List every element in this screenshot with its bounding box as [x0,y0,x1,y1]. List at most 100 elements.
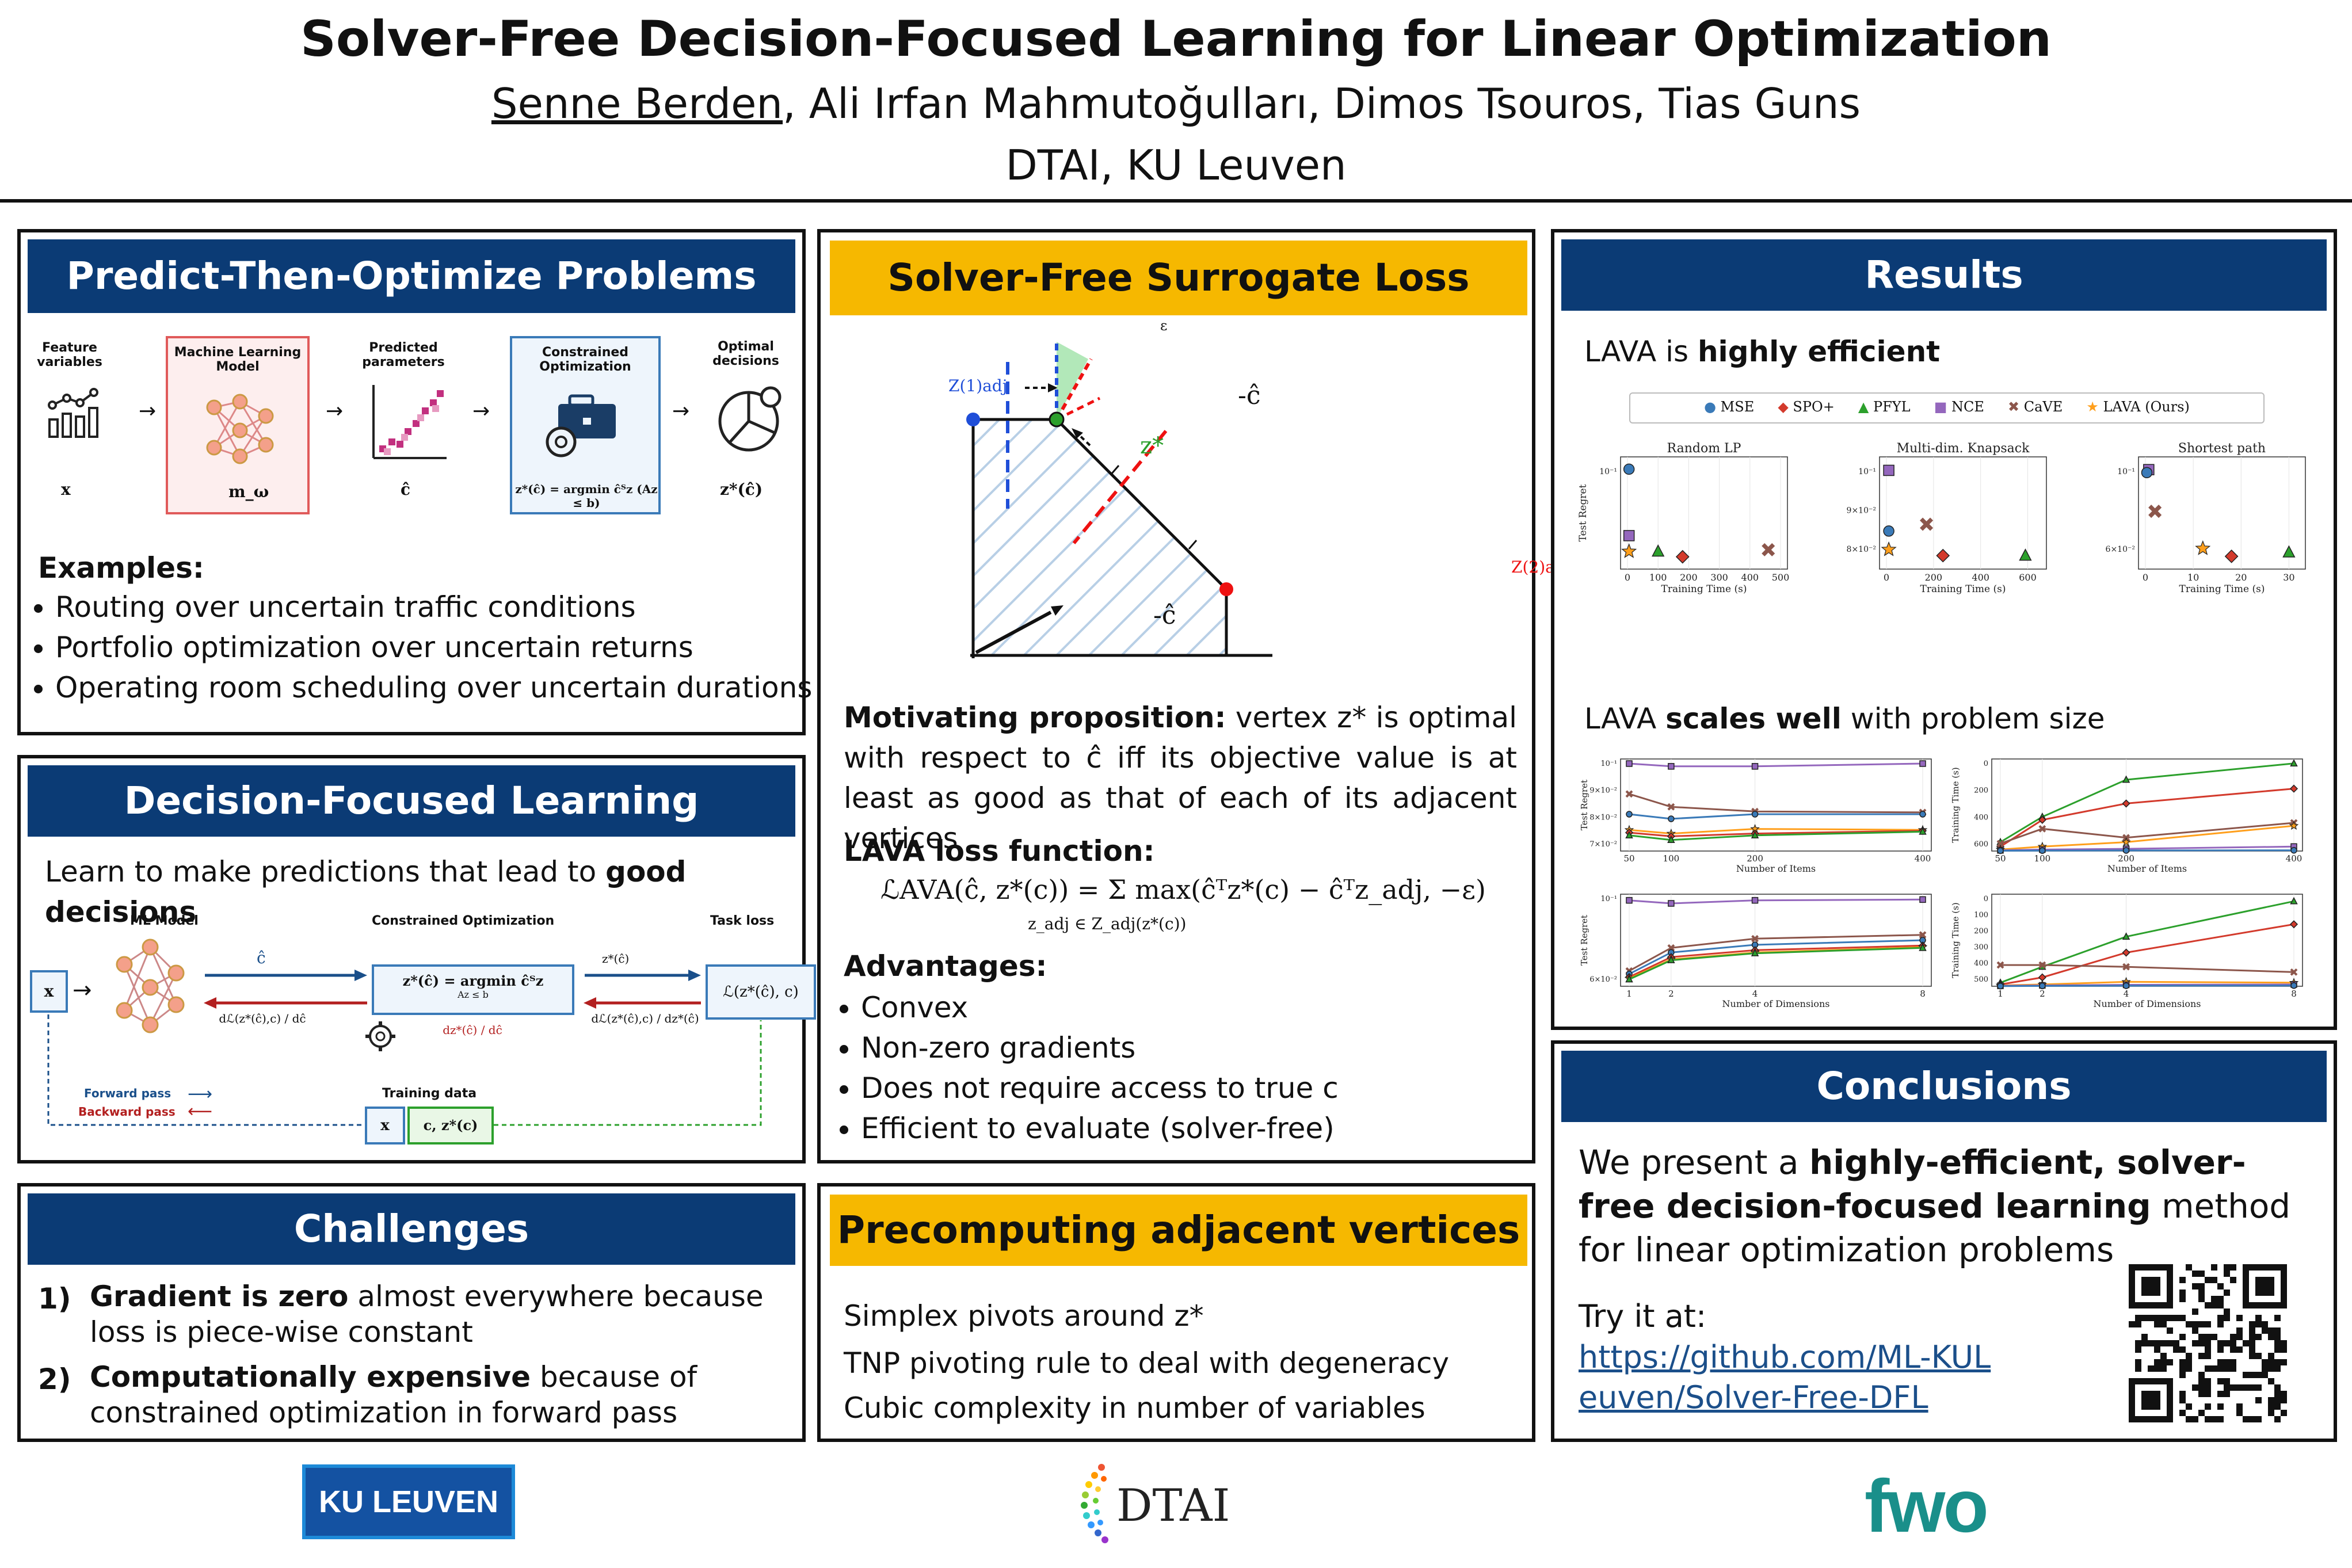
results-heading: Results [1561,239,2327,311]
grad-loss-chat: dℒ(z*(ĉ),c) / dĉ [219,1012,306,1025]
qr-module [2148,1365,2154,1372]
ml-model-label: Machine Learning Model [174,345,302,374]
y-tick-label: 7×10⁻² [1589,840,1617,849]
precompute-line: Cubic complexity in number of variables [844,1391,1425,1425]
constrained-formula: z*(ĉ) = argmin ĉᵀz (Az ≤ b) [515,482,658,510]
qr-module [2249,1384,2255,1391]
x-axis-label: Number of Dimensions [2094,998,2201,1009]
qr-module [2281,1346,2287,1353]
qr-module [2192,1327,2198,1334]
conclusion-bold: highly-efficient, solver-free decision-f… [1579,1143,2246,1226]
opt-constraint: Az ≤ b [458,989,489,1000]
qr-module [2179,1334,2186,1340]
challenge-text: Gradient is zero almost everywhere becau… [90,1279,786,1350]
dfl-intro: Learn to make predictions that lead to g… [45,852,802,932]
qr-module [2262,1321,2268,1327]
qr-module [2167,1315,2173,1321]
data-point [1751,934,1759,943]
challenge-item: 2) Computationally expensive because of … [38,1359,786,1430]
series-line [2000,923,2294,986]
qr-module [2198,1353,2205,1359]
data-point [1625,975,1633,983]
negc-label-bottom: -ĉ [1153,601,1176,630]
qr-module [2198,1271,2205,1277]
qr-module [2205,1321,2211,1327]
data-point [1667,956,1675,963]
y-tick-label: 8×10⁻² [1589,813,1617,822]
conclusion-pre: We present a [1579,1143,1809,1182]
y-tick-label: 0 [1984,895,1988,903]
qr-module [2179,1397,2186,1403]
presenting-author: Senne Berden [491,79,783,128]
x-tick-label: 400 [2286,853,2303,864]
qr-module [2255,1384,2262,1391]
data-point [1625,790,1633,798]
qr-module [2224,1391,2230,1397]
github-link[interactable]: https://github.com/ML-KULeuven/Solver-Fr… [1579,1339,1991,1416]
forward-pass-label: Forward pass [84,1086,171,1100]
qr-module [2217,1378,2224,1384]
data-point [1997,982,2004,990]
qr-module [2135,1321,2141,1327]
dfl-intro-bold: good decisions [45,855,687,929]
qr-module [2173,1315,2179,1321]
qr-module [2179,1410,2186,1416]
y-axis-label: Test Regret [1577,484,1589,541]
x-tick-label: 0 [1625,572,1630,583]
qr-module [2160,1365,2167,1372]
series-line [1629,813,1923,820]
series-line [2000,788,2294,848]
forward-arrow-icon: ⟶ [188,1084,213,1104]
neural-net-icon [206,394,274,464]
y-tick-label: 6×10⁻² [2106,545,2135,554]
qr-module [2160,1359,2167,1365]
data-point [2195,540,2211,555]
opt-box: z*(ĉ) = argmin ĉᵀz Az ≤ b [372,964,574,1015]
data-point [2122,982,2130,989]
challenge-rest: almost everywhere because loss is piece-… [90,1280,764,1349]
qr-module [2192,1384,2198,1391]
qr-module [2192,1321,2198,1327]
challenge-bold: Gradient is zero [90,1280,349,1313]
line-plot: 50 100 200 400 10⁻¹ 9×10⁻² 8×10⁻² 7×10⁻² Number … [1579,758,1932,874]
line-plot: 50 100 200 400 0 200 400 600 Number of Items Trai… [1950,758,2303,874]
qr-module [2274,1397,2281,1403]
results-scaling-rest: with problem size [1841,702,2105,735]
author-list: Senne Berden, Ali Irfan Mahmutoğulları, … [0,79,2352,128]
qr-module [2268,1334,2274,1340]
x-axis-label: Number of Items [2107,863,2187,874]
qr-module [2217,1321,2224,1327]
pto-pipeline: Feature variables x → Machine Learning M… [32,336,792,514]
qr-module [2198,1290,2205,1296]
qr-module [2205,1302,2211,1308]
qr-module [2224,1308,2230,1315]
x-tick-label: 2 [2040,989,2045,999]
opt-formula: z*(ĉ) = argmin ĉᵀz [402,972,544,989]
co-authors: , Ali Irfan Mahmutoğulları, Dimos Tsouro… [783,79,1861,128]
data-point [1883,525,1894,537]
advantage-item: Efficient to evaluate (solver-free) [861,1108,1552,1149]
qr-module [2274,1365,2281,1372]
qr-module [2274,1340,2281,1346]
qr-module [2217,1302,2224,1308]
qr-module [2255,1416,2262,1422]
plot-title: Multi-dim. Knapsack [1897,441,2030,456]
challenge-number: 1) [38,1282,71,1315]
qr-code-icon[interactable] [2127,1262,2288,1424]
y-tick-label: 400 [1974,959,1988,968]
neural-net-icon [116,938,185,1033]
qr-module [2274,1416,2281,1422]
qr-module [2192,1308,2198,1315]
data-point [2122,799,2130,808]
zstar-forward-label: z*(ĉ) [602,952,630,966]
qr-module [2262,1359,2268,1365]
x-tick-label: 1 [1998,989,2003,999]
backward-pass-label: Backward pass [78,1105,176,1119]
data-point [2019,548,2032,561]
series-line [1629,828,1923,835]
qr-module [2230,1277,2236,1283]
x-tick-label: 0 [2143,572,2148,583]
y-tick-label: 100 [1974,911,1988,920]
qr-module [2268,1403,2274,1410]
